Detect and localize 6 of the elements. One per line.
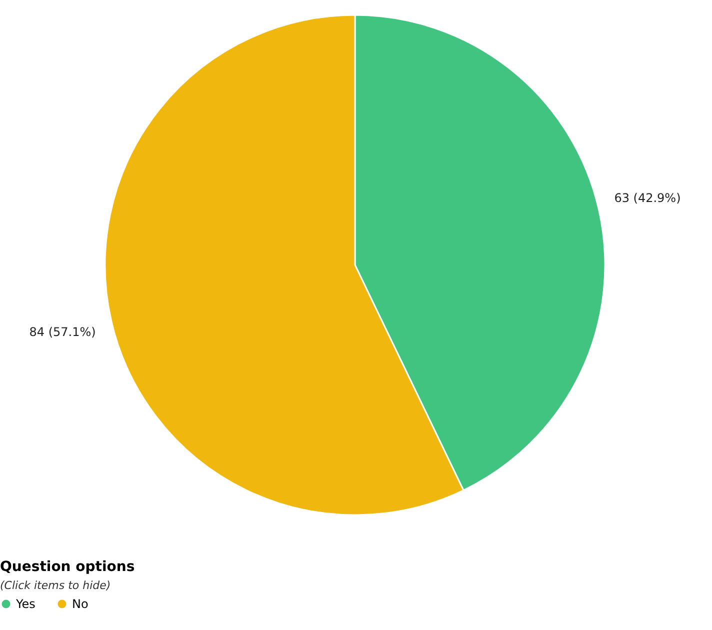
legend-title: Question options [0,559,135,575]
data-label: 84 (57.1%) [29,324,96,339]
data-label: 63 (42.9%) [614,191,681,206]
legend-label: No [72,597,88,611]
text: (Click items to hide) [0,579,111,592]
legend-label: Yes [15,597,36,611]
